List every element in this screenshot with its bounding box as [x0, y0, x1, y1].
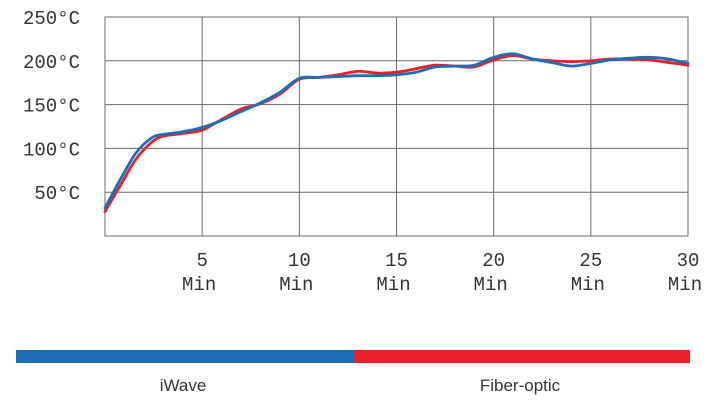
- x-tick-unit: Min: [571, 274, 605, 296]
- x-tick-value: 30: [677, 250, 700, 272]
- legend-bar-iwave: [16, 350, 353, 363]
- x-tick-value: 10: [288, 250, 311, 272]
- series-line-fiber-optic: [103, 54, 690, 213]
- legend-bar-fiber-optic: [353, 350, 690, 363]
- y-tick-label: 150°C: [23, 96, 80, 118]
- y-tick-label: 100°C: [23, 139, 80, 161]
- x-tick-value: 25: [579, 250, 602, 272]
- x-tick-unit: Min: [376, 274, 410, 296]
- x-tick-value: 5: [196, 250, 207, 272]
- x-tick-value: 15: [385, 250, 408, 272]
- x-tick-unit: Min: [668, 274, 702, 296]
- chart-grid: [104, 16, 689, 237]
- y-axis-tick-labels: 50°C 100°C 150°C 200°C 250°C: [23, 8, 80, 205]
- x-tick-value: 20: [482, 250, 505, 272]
- series-line-iwave: [103, 52, 690, 210]
- legend: iWave Fiber-optic: [16, 350, 690, 395]
- x-tick-unit: Min: [182, 274, 216, 296]
- x-tick-unit: Min: [474, 274, 508, 296]
- chart-series: [103, 52, 690, 213]
- legend-label-iwave: iWave: [160, 376, 207, 395]
- y-tick-label: 50°C: [34, 183, 80, 205]
- y-tick-label: 250°C: [23, 8, 80, 30]
- x-tick-unit: Min: [279, 274, 313, 296]
- y-tick-label: 200°C: [23, 52, 80, 74]
- legend-label-fiber-optic: Fiber-optic: [480, 376, 561, 395]
